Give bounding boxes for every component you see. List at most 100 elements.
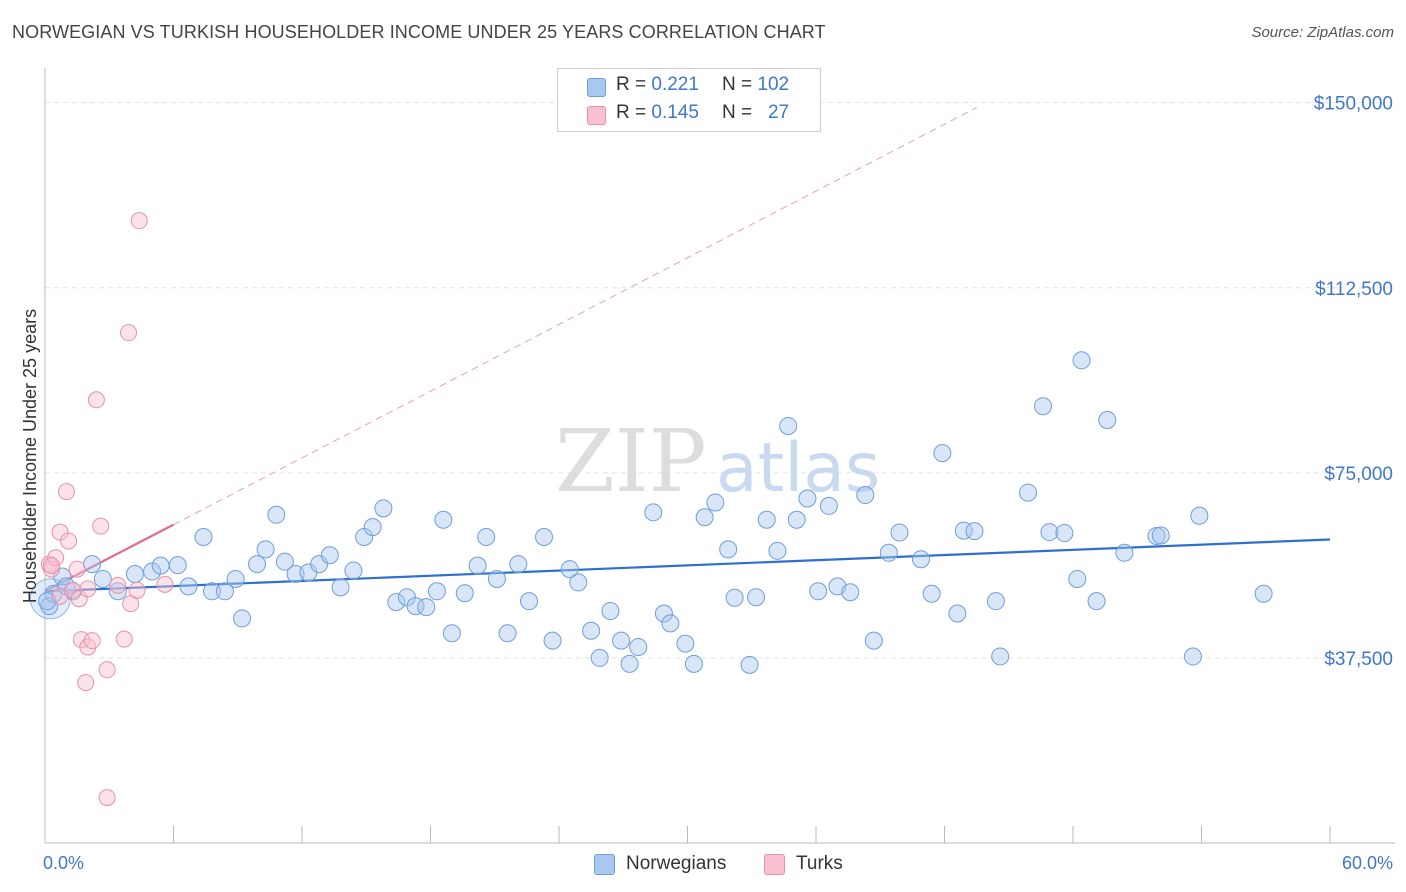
legend-r-value: 0.221 xyxy=(651,74,699,95)
turks-point-5 xyxy=(60,532,78,550)
y-tick-label-2: $112,500 xyxy=(1315,279,1393,300)
legend-r-label: R = xyxy=(616,74,647,95)
norwegians-point-88 xyxy=(1034,397,1053,416)
y-tick-label-1: $75,000 xyxy=(1324,464,1393,485)
turks-point-25 xyxy=(79,580,97,598)
norwegians-point-11 xyxy=(168,556,187,575)
norwegians-point-85 xyxy=(986,592,1005,611)
bottom-legend-swatch-turks xyxy=(764,854,785,875)
turks-trend-extension xyxy=(173,107,977,526)
norwegians-point-81 xyxy=(933,444,952,463)
norwegians-point-14 xyxy=(203,582,222,601)
norwegians-point-56 xyxy=(654,604,673,623)
norwegians-point-41 xyxy=(487,569,506,588)
y-tick-labels: $37,500 $75,000 $112,500 $150,000 xyxy=(1314,94,1393,670)
norwegians-point-46 xyxy=(543,631,562,650)
norwegians-point-72 xyxy=(819,496,838,515)
norwegians-point-40 xyxy=(477,528,496,546)
norwegians-point-69 xyxy=(787,510,806,529)
watermark-zip: ZIP xyxy=(555,412,707,512)
norwegians-point-64 xyxy=(740,655,759,674)
data-points xyxy=(29,212,1273,807)
norwegians-point-86 xyxy=(991,647,1010,666)
norwegians-point-35 xyxy=(427,582,446,601)
y-tick-label-0: $37,500 xyxy=(1324,649,1393,670)
norwegians-point-36 xyxy=(434,510,453,529)
turks-point-23 xyxy=(156,575,174,593)
norwegians-point-30 xyxy=(374,499,393,518)
norwegians-point-50 xyxy=(590,648,609,667)
turks-point-22 xyxy=(130,212,148,230)
norwegians-point-80 xyxy=(922,584,941,603)
legend-swatch-norwegians xyxy=(587,78,606,97)
norwegians-point-10 xyxy=(151,556,170,575)
norwegians-point-53 xyxy=(620,654,639,673)
norwegians-point-60 xyxy=(695,508,714,527)
norwegians-point-27 xyxy=(344,561,363,580)
norwegians-point-96 xyxy=(1147,527,1166,546)
norwegians-point-94 xyxy=(1098,411,1117,430)
norwegians-point-26 xyxy=(331,578,350,597)
norwegians-point-19 xyxy=(256,540,275,559)
turks-point-12 xyxy=(83,632,101,650)
bottom-legend-label-turks: Turks xyxy=(796,853,843,874)
norwegians-point-68 xyxy=(779,416,798,435)
turks-trend-line xyxy=(44,523,175,593)
norwegians-point-7 xyxy=(108,582,127,601)
norwegians-point-8 xyxy=(125,565,144,584)
turks-point-19 xyxy=(120,324,138,342)
legend-n-label: N = xyxy=(722,102,753,123)
turks-point-15 xyxy=(98,661,116,679)
norwegians-point-79 xyxy=(911,550,930,569)
norwegians-point-12 xyxy=(179,577,198,596)
norwegians-point-20 xyxy=(267,505,286,524)
norwegians-point-15 xyxy=(215,582,234,601)
turks-point-21 xyxy=(128,581,146,599)
x-tick-label-0: 0.0% xyxy=(43,853,84,873)
norwegians-point-5 xyxy=(83,555,102,574)
norwegians-point-29 xyxy=(363,518,382,537)
norwegians-point-58 xyxy=(676,634,695,653)
turks-point-7 xyxy=(68,560,86,578)
norwegians-point-25 xyxy=(320,546,339,565)
norwegians-point-21 xyxy=(275,552,294,571)
norwegians-trend-line xyxy=(44,538,1331,593)
norwegians-point-16 xyxy=(226,569,245,588)
bottom-legend-label-norwegians: Norwegians xyxy=(626,853,727,874)
turks-point-18 xyxy=(115,630,133,648)
norwegians-point-65 xyxy=(747,588,766,607)
norwegians-point-95 xyxy=(1115,543,1134,562)
norwegians-point-74 xyxy=(841,583,860,602)
legend-r-norwegians: R = 0.221 xyxy=(616,74,699,96)
legend-n-value: 27 xyxy=(767,102,790,123)
norwegians-point-51 xyxy=(601,602,620,621)
norwegians-point-93 xyxy=(1087,592,1106,611)
source-label: Source: ZipAtlas.com xyxy=(1251,24,1394,41)
y-tick-label-3: $150,000 xyxy=(1314,94,1393,115)
norwegians-point-67 xyxy=(768,541,787,560)
legend-swatch-turks xyxy=(587,106,606,125)
legend-r-turks: R = 0.145 xyxy=(616,102,699,124)
norwegians-point-61 xyxy=(706,493,725,512)
legend-r-value: 0.145 xyxy=(651,102,699,123)
legend-r-label: R = xyxy=(616,102,647,123)
norwegians-point-84 xyxy=(965,522,984,541)
norwegians-point-63 xyxy=(725,588,744,607)
norwegians-point-38 xyxy=(455,584,474,603)
norwegians-point-42 xyxy=(498,624,517,643)
norwegians-point-76 xyxy=(864,631,883,650)
legend-n-norwegians: N = 102 xyxy=(722,74,789,96)
norwegians-point-59 xyxy=(684,654,703,673)
legend-row-turks: R = 0.145 N = 27 xyxy=(558,100,820,128)
norwegians-point-31 xyxy=(387,593,406,612)
norwegians-point-55 xyxy=(644,503,663,522)
legend-n-label: N = xyxy=(722,74,753,95)
legend-n-turks: N = 27 xyxy=(722,102,789,124)
norwegians-point-49 xyxy=(582,621,601,640)
norwegians-point-52 xyxy=(612,631,631,650)
turks-point-26 xyxy=(42,557,60,575)
norwegians-point-54 xyxy=(629,638,648,657)
norwegians-point-98 xyxy=(1183,647,1202,666)
turks-point-14 xyxy=(92,517,110,535)
norwegians-point-78 xyxy=(890,523,909,542)
